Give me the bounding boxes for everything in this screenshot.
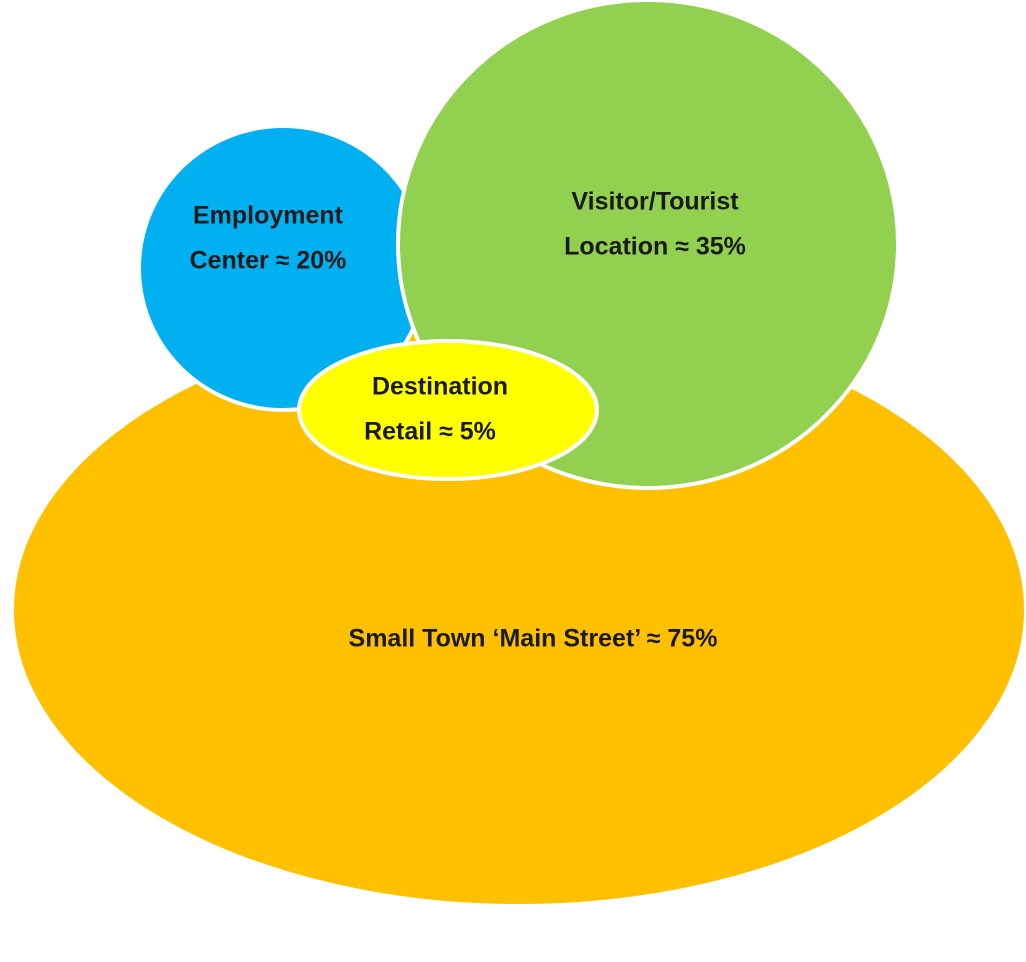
retail-ellipse bbox=[297, 339, 599, 481]
main-street-label: Small Town ‘Main Street’ ≈ 75% bbox=[349, 625, 718, 653]
retail-label: Retail ≈ 5% bbox=[364, 418, 496, 446]
employment-label: Center ≈ 20% bbox=[190, 247, 347, 275]
retail-label: Destination bbox=[372, 373, 508, 401]
visitor-label: Visitor/Tourist bbox=[571, 188, 739, 216]
employment-label: Employment bbox=[193, 202, 344, 230]
visitor-label: Location ≈ 35% bbox=[564, 233, 746, 261]
